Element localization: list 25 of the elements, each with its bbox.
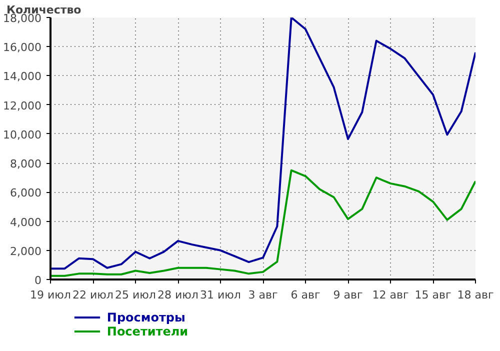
x-tick-label: 15 авг [414, 288, 452, 302]
y-tick-label: 6,000 [10, 186, 42, 200]
x-tick-label: 18 авг [457, 288, 494, 302]
x-tick-label: 22 июл [72, 288, 114, 302]
x-tick-label: 19 июл [30, 288, 71, 302]
x-tick-label: 6 авг [290, 288, 320, 302]
y-tick-label: 12,000 [3, 99, 42, 112]
x-tick-label: 25 июл [115, 288, 156, 302]
x-tick-label: 9 авг [333, 288, 363, 302]
y-tick-label: 14,000 [3, 70, 42, 84]
y-tick-label: 2,000 [10, 244, 42, 258]
x-tick-label: 28 июл [158, 288, 198, 302]
y-tick-label: 18,000 [3, 12, 42, 25]
y-tick-label: 10,000 [3, 128, 42, 142]
y-tick-label: 16,000 [3, 41, 42, 54]
line-series [50, 169, 476, 277]
line-series [50, 18, 476, 270]
y-tick-label: 0 [34, 274, 42, 287]
x-tick-label: 3 авг [248, 288, 278, 302]
legend-label: Посетители [106, 324, 188, 338]
y-tick-label: 8,000 [10, 158, 42, 171]
x-tick-label: 12 авг [372, 288, 409, 302]
legend-label: Просмотры [106, 310, 186, 324]
y-tick-label: 4,000 [10, 216, 42, 229]
x-tick-label: 31 июл [200, 288, 241, 302]
